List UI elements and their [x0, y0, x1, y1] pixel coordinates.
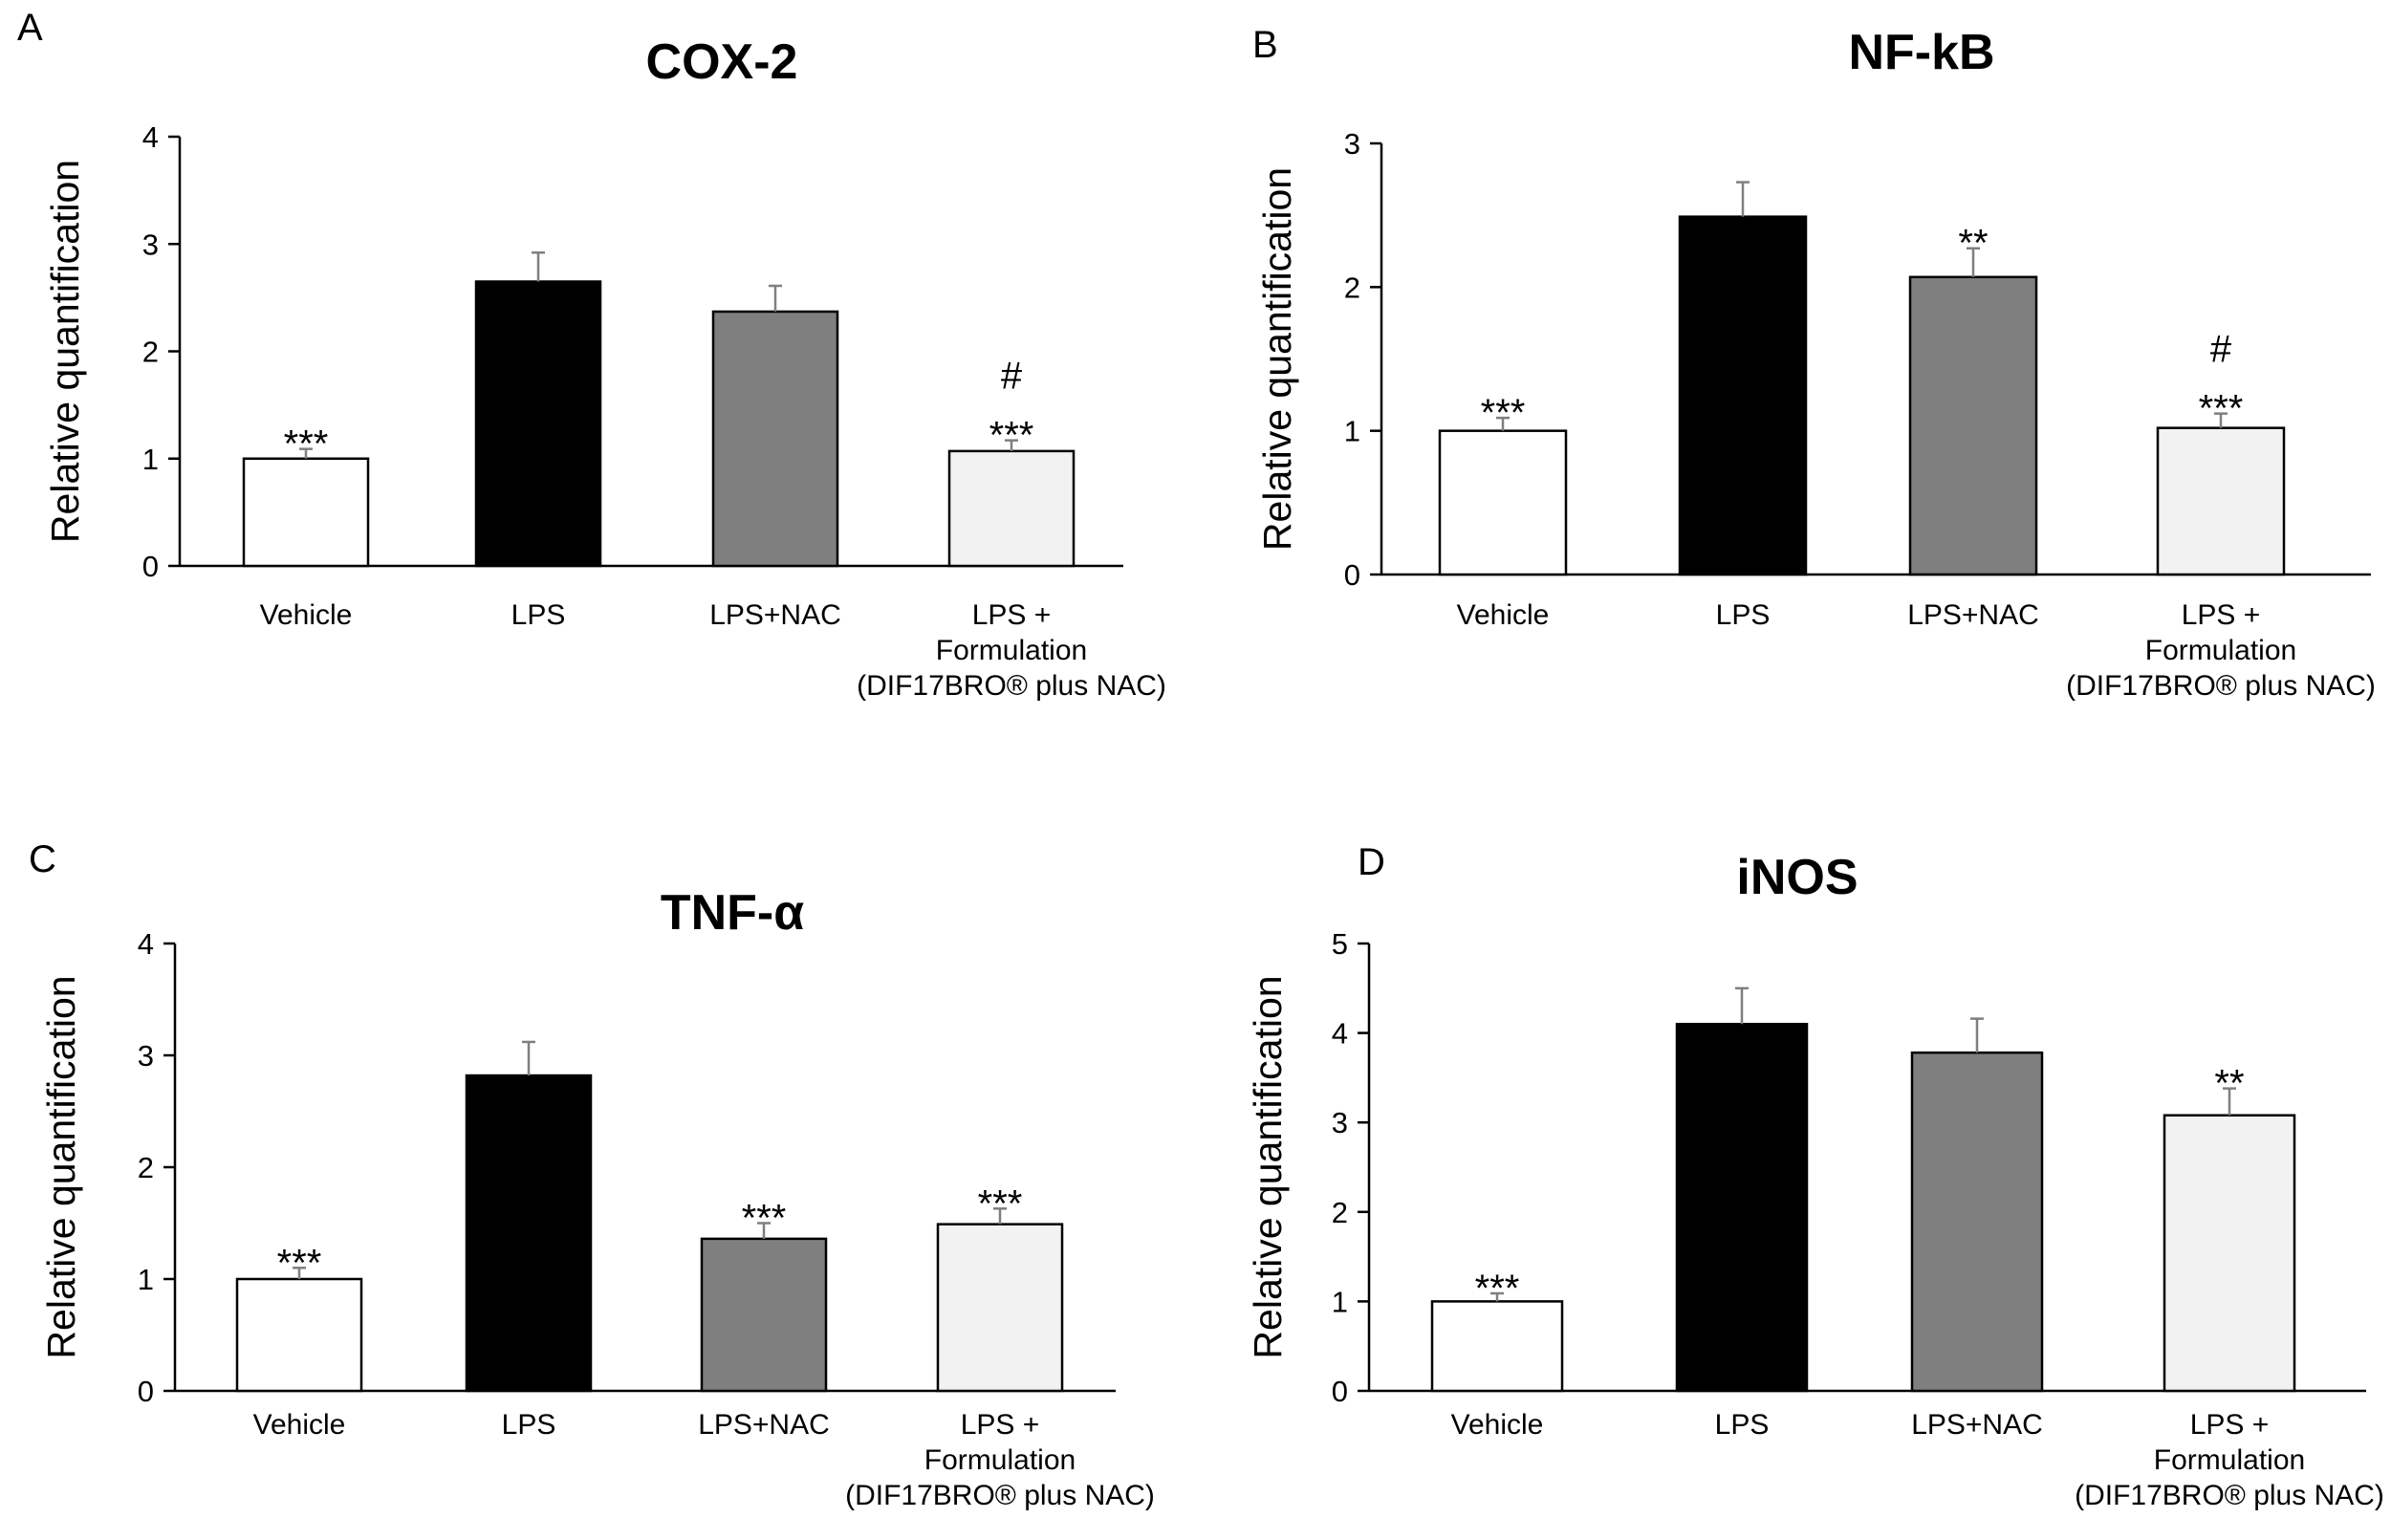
category-label-c-formulation: (DIF17BRO® plus NAC) [845, 1480, 1155, 1511]
significance-label-d-formulation: ** [2214, 1063, 2244, 1105]
y-tick-label-c: 1 [138, 1263, 154, 1296]
category-label-b-lps: LPS [1716, 599, 1771, 631]
category-label-c-lps: LPS [502, 1409, 556, 1441]
chart-panel-a: A COX-2 Relative quantification 0 1 2 3 4 *** Veh… [17, 7, 1166, 702]
bar-c-lps [465, 1074, 593, 1393]
y-tick-label-c: 4 [138, 927, 154, 961]
chart-title-d: iNOS [1736, 850, 1858, 905]
chart-panel-c: C TNF-α Relative quantification 0 1 2 3 4 *** Veh… [29, 838, 1155, 1511]
bar-a-vehicle [242, 457, 370, 568]
chart-panel-b: B NF-kB Relative quantification 0 1 2 3 *** Vehi… [1252, 24, 2376, 702]
panel-letter-c: C [29, 838, 56, 880]
y-axis-label-c: Relative quantification [39, 975, 83, 1358]
significance-label-c-formulation: *** [978, 1182, 1023, 1225]
category-label-b-vehicle: Vehicle [1457, 599, 1550, 631]
category-label-a-formulation: LPS + [972, 599, 1052, 631]
bar-b-formulation [2156, 426, 2286, 576]
y-axis-label-d: Relative quantification [1246, 975, 1290, 1358]
category-label-a-formulation: (DIF17BRO® plus NAC) [857, 670, 1166, 702]
bar-c-formulation [936, 1223, 1064, 1393]
bar-d-formulation [2163, 1114, 2296, 1393]
bar-b-lps-nac [1908, 275, 2038, 576]
y-tick-label-a: 1 [142, 443, 159, 476]
panel-letter-a: A [17, 7, 43, 49]
y-tick-label-b: 1 [1344, 415, 1360, 448]
category-label-b-formulation: Formulation [2145, 635, 2296, 666]
y-tick-label-a: 3 [142, 228, 159, 261]
bar-c-lps-nac [700, 1237, 828, 1393]
y-tick-label-d: 0 [1332, 1375, 1348, 1408]
category-label-d-vehicle: Vehicle [1451, 1409, 1544, 1441]
chart-title-a: COX-2 [646, 34, 798, 90]
y-tick-label-b: 3 [1344, 127, 1360, 161]
y-axis-label-b: Relative quantification [1255, 167, 1299, 551]
category-label-d-lps: LPS [1715, 1409, 1770, 1441]
category-label-c-formulation: Formulation [924, 1444, 1076, 1476]
category-label-c-vehicle: Vehicle [253, 1409, 346, 1441]
category-label-b-formulation: LPS + [2182, 599, 2261, 631]
significance-label-c-lps-nac: *** [742, 1198, 787, 1240]
category-label-a-vehicle: Vehicle [260, 599, 353, 631]
y-tick-label-a: 4 [142, 120, 159, 154]
significance-label-b-lps-nac: ** [1958, 223, 1988, 265]
category-label-c-formulation: LPS + [961, 1409, 1040, 1441]
significance-label-b-vehicle: *** [1481, 392, 1526, 434]
category-label-d-formulation: (DIF17BRO® plus NAC) [2075, 1480, 2384, 1511]
y-tick-label-d: 4 [1332, 1017, 1348, 1051]
category-label-b-formulation: (DIF17BRO® plus NAC) [2066, 670, 2376, 702]
bar-a-formulation [947, 449, 1076, 568]
category-label-c-lps-nac: LPS+NAC [698, 1409, 830, 1441]
category-label-b-lps-nac: LPS+NAC [1907, 599, 2039, 631]
significance-label-a-vehicle: *** [284, 423, 329, 466]
bar-b-lps [1678, 215, 1808, 576]
significance-label-d-vehicle: *** [1475, 1268, 1520, 1310]
y-tick-label-d: 3 [1332, 1106, 1348, 1139]
significance-label-c-vehicle: *** [277, 1242, 322, 1284]
y-tick-label-c: 2 [138, 1151, 154, 1184]
bar-d-lps-nac [1910, 1051, 2044, 1393]
significance-label-a-formulation: # [1001, 356, 1023, 398]
significance-label-b-formulation: # [2210, 329, 2232, 371]
panel-letter-d: D [1358, 841, 1385, 883]
y-tick-label-d: 1 [1332, 1285, 1348, 1318]
category-label-a-formulation: Formulation [936, 635, 1087, 666]
y-tick-label-c: 3 [138, 1039, 154, 1073]
y-tick-label-a: 0 [142, 550, 159, 583]
y-tick-label-d: 2 [1332, 1196, 1348, 1229]
category-label-d-lps-nac: LPS+NAC [1911, 1409, 2043, 1441]
significance-label-a-formulation: *** [989, 415, 1034, 457]
category-label-a-lps-nac: LPS+NAC [709, 599, 841, 631]
y-tick-label-a: 2 [142, 336, 159, 369]
bar-d-vehicle [1430, 1300, 1564, 1393]
bar-a-lps-nac [711, 310, 839, 568]
category-label-d-formulation: LPS + [2190, 1409, 2270, 1441]
bar-c-vehicle [235, 1277, 363, 1393]
chart-title-b: NF-kB [1848, 25, 1994, 80]
category-label-d-formulation: Formulation [2154, 1444, 2305, 1476]
bar-d-lps [1675, 1022, 1809, 1393]
significance-label-b-formulation: *** [2199, 388, 2244, 430]
bar-b-vehicle [1438, 429, 1568, 576]
category-label-a-lps: LPS [511, 599, 566, 631]
y-tick-label-d: 5 [1332, 927, 1348, 961]
y-axis-label-a: Relative quantification [43, 160, 87, 543]
panel-letter-b: B [1252, 24, 1278, 66]
y-tick-label-c: 0 [138, 1375, 154, 1408]
y-tick-label-b: 2 [1344, 271, 1360, 304]
bar-a-lps [474, 280, 602, 568]
y-tick-label-b: 0 [1344, 558, 1360, 592]
chart-title-c: TNF-α [661, 885, 804, 941]
